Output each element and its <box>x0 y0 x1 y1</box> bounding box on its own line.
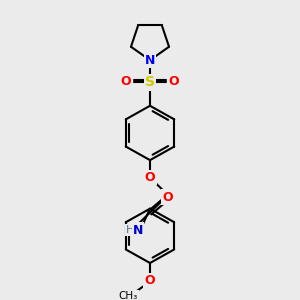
Text: N: N <box>133 224 143 236</box>
Text: O: O <box>169 75 179 88</box>
Text: O: O <box>163 190 173 203</box>
Text: O: O <box>145 274 155 287</box>
Text: O: O <box>145 171 155 184</box>
Text: S: S <box>145 76 155 89</box>
Text: CH₃: CH₃ <box>118 291 138 300</box>
Text: O: O <box>121 75 131 88</box>
Text: H: H <box>126 225 134 235</box>
Text: N: N <box>145 54 155 67</box>
